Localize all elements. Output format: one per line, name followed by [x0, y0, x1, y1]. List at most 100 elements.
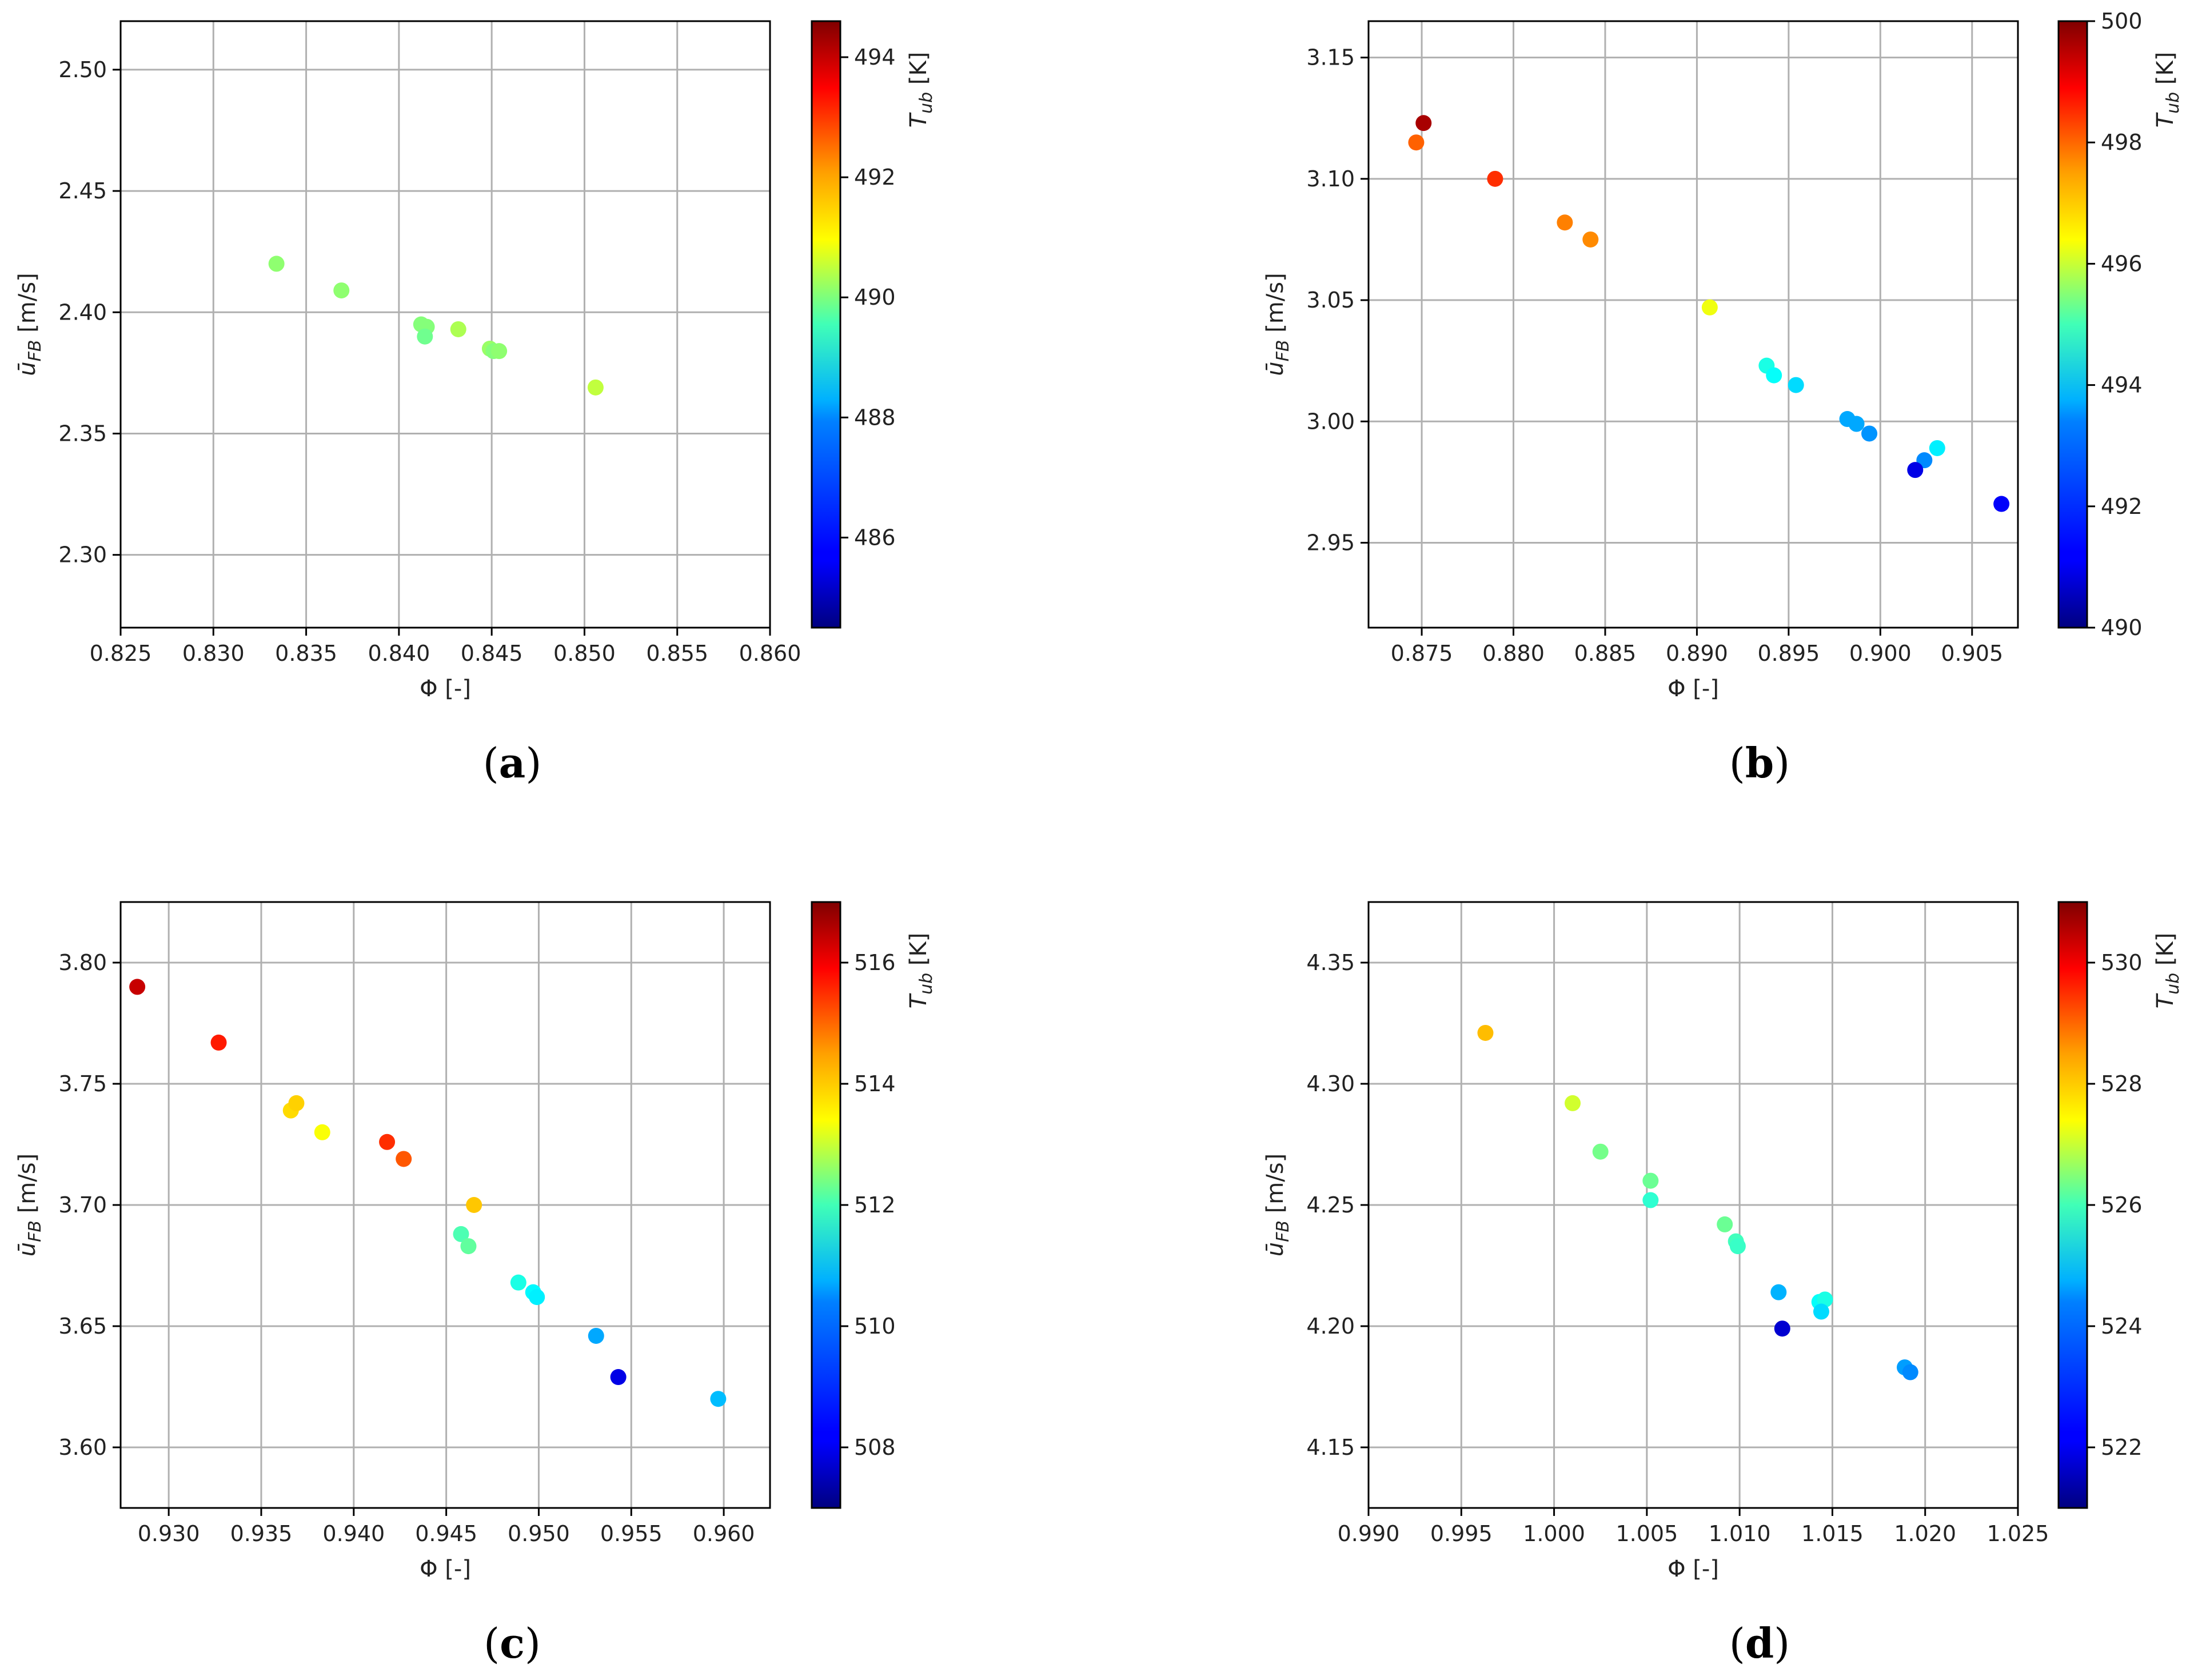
y-tick-label-c-1: 3.65: [58, 1314, 107, 1339]
y-tick-label-d-2: 4.25: [1306, 1192, 1355, 1218]
data-point-b-4: [1582, 231, 1599, 248]
colorbar-label-a: Tub [K]: [905, 52, 936, 128]
colorbar-bar-a: [811, 20, 841, 629]
x-tick-label-a-2: 0.835: [275, 641, 337, 666]
data-point-d-11: [1813, 1303, 1829, 1320]
y-tick-label-b-3: 3.10: [1306, 166, 1355, 191]
data-point-a-9: [587, 379, 604, 396]
x-tick-label-d-2: 1.000: [1523, 1521, 1585, 1546]
grid-d: [1367, 902, 2019, 1508]
panel-label-c: (c): [484, 1619, 541, 1667]
data-point-c-14: [610, 1369, 627, 1386]
points-a: [268, 256, 604, 396]
colorbar-d: 522 524 526 528 530 Tub [K]: [2057, 901, 2183, 1509]
data-point-b-5: [1701, 299, 1718, 316]
colorbar-tick-label-d-4: 530: [2101, 950, 2143, 975]
data-point-b-1: [1408, 134, 1425, 151]
y-tick-label-c-2: 3.70: [58, 1192, 107, 1218]
panel-a: 0.825 0.830 0.835 0.840 0.845 0.850 0.855 0.860…: [14, 20, 936, 787]
grid-c: [121, 902, 770, 1508]
data-point-c-8: [453, 1226, 469, 1242]
axes-b: 0.875 0.880 0.885 0.890 0.895 0.900 0.905 2.95 3…: [1262, 20, 2019, 702]
data-point-b-0: [1415, 115, 1432, 131]
data-point-b-14: [1907, 462, 1924, 478]
x-tick-label-b-1: 0.880: [1482, 641, 1545, 666]
panel-c: 0.930 0.935 0.940 0.945 0.950 0.955 0.960 3.60 3…: [14, 901, 936, 1667]
data-point-a-0: [268, 256, 285, 272]
colorbar-tick-label-c-3: 514: [854, 1071, 896, 1096]
panel-b: 0.875 0.880 0.885 0.890 0.895 0.900 0.905 2.95 3…: [1262, 9, 2183, 787]
x-tick-label-a-3: 0.840: [368, 641, 430, 666]
colorbar-tick-label-c-4: 516: [854, 950, 896, 975]
colorbar-bar-d: [2057, 901, 2088, 1509]
colorbar-tick-label-b-0: 490: [2101, 615, 2143, 640]
colorbar-label-b: Tub [K]: [2152, 52, 2183, 128]
data-point-c-10: [510, 1274, 526, 1291]
points-b: [1408, 115, 2010, 512]
data-point-c-13: [588, 1327, 604, 1344]
grid-a: [119, 21, 771, 628]
x-tick-label-a-0: 0.825: [90, 641, 152, 666]
x-tick-label-b-5: 0.900: [1849, 641, 1912, 666]
data-point-b-12: [1929, 440, 1945, 456]
x-axis-label-b: Φ [-]: [1668, 676, 1719, 702]
x-tick-label-c-4: 0.950: [508, 1521, 570, 1546]
data-point-c-15: [710, 1391, 727, 1407]
colorbar-bar-c: [811, 901, 841, 1509]
colorbar-tick-label-a-1: 488: [854, 405, 896, 430]
y-tick-label-d-4: 4.35: [1306, 950, 1355, 975]
x-tick-label-c-1: 0.935: [230, 1521, 293, 1546]
colorbar-tick-label-d-2: 526: [2101, 1192, 2143, 1218]
x-tick-label-d-6: 1.020: [1894, 1521, 1956, 1546]
data-point-d-0: [1477, 1024, 1494, 1041]
points-d: [1477, 1024, 1918, 1380]
x-tick-label-a-5: 0.850: [553, 641, 616, 666]
data-point-d-7: [1729, 1238, 1746, 1255]
y-tick-label-a-2: 2.40: [58, 300, 107, 325]
colorbar-tick-label-b-1: 492: [2101, 494, 2143, 519]
colorbar-tick-label-c-1: 510: [854, 1314, 896, 1339]
colorbar-tick-label-c-0: 508: [854, 1435, 896, 1460]
x-tick-label-d-4: 1.010: [1709, 1521, 1771, 1546]
axes-a: 0.825 0.830 0.835 0.840 0.845 0.850 0.855 0.860…: [14, 20, 801, 702]
points-c: [129, 979, 727, 1407]
y-tick-label-c-3: 3.75: [58, 1071, 107, 1096]
x-tick-label-a-4: 0.845: [461, 641, 523, 666]
colorbar-label-c: Tub [K]: [905, 933, 936, 1009]
colorbar-a: 486 488 490 492 494 Tub [K]: [811, 20, 936, 629]
axes-frame-b: [1367, 20, 2019, 629]
panel-label-d: (d): [1729, 1619, 1790, 1667]
colorbar-tick-label-b-4: 498: [2101, 130, 2143, 155]
y-axis-label-a: ūFB [m/s]: [14, 273, 45, 376]
axes-c: 0.930 0.935 0.940 0.945 0.950 0.955 0.960 3.60 3…: [14, 901, 771, 1582]
y-tick-label-c-4: 3.80: [58, 950, 107, 975]
x-tick-label-b-2: 0.885: [1574, 641, 1637, 666]
data-point-c-4: [314, 1124, 330, 1140]
data-point-b-3: [1557, 214, 1573, 231]
data-point-d-14: [1902, 1364, 1918, 1380]
data-point-c-5: [379, 1134, 396, 1150]
colorbar-tick-label-d-0: 522: [2101, 1435, 2143, 1460]
colorbar-tick-label-b-3: 496: [2101, 251, 2143, 276]
panel-label-a: (a): [483, 739, 542, 787]
data-point-c-7: [466, 1197, 482, 1213]
y-tick-label-a-4: 2.50: [58, 57, 107, 82]
data-point-d-4: [1642, 1192, 1659, 1208]
data-point-d-2: [1592, 1143, 1609, 1160]
x-tick-label-c-2: 0.940: [322, 1521, 385, 1546]
y-tick-label-a-0: 2.30: [58, 542, 107, 568]
x-tick-label-d-1: 0.995: [1430, 1521, 1493, 1546]
data-point-c-3: [288, 1095, 305, 1111]
y-tick-label-a-3: 2.45: [58, 178, 107, 203]
data-point-d-12: [1774, 1320, 1790, 1337]
data-point-b-10: [1848, 416, 1865, 432]
colorbar-c: 508 510 512 514 516 Tub [K]: [811, 901, 936, 1509]
x-tick-label-d-7: 1.025: [1987, 1521, 2049, 1546]
x-tick-label-b-3: 0.890: [1666, 641, 1728, 666]
data-point-a-5: [450, 321, 466, 337]
x-tick-label-b-0: 0.875: [1391, 641, 1453, 666]
x-tick-label-a-1: 0.830: [182, 641, 245, 666]
x-tick-label-b-6: 0.905: [1941, 641, 2003, 666]
data-point-a-8: [491, 343, 508, 360]
